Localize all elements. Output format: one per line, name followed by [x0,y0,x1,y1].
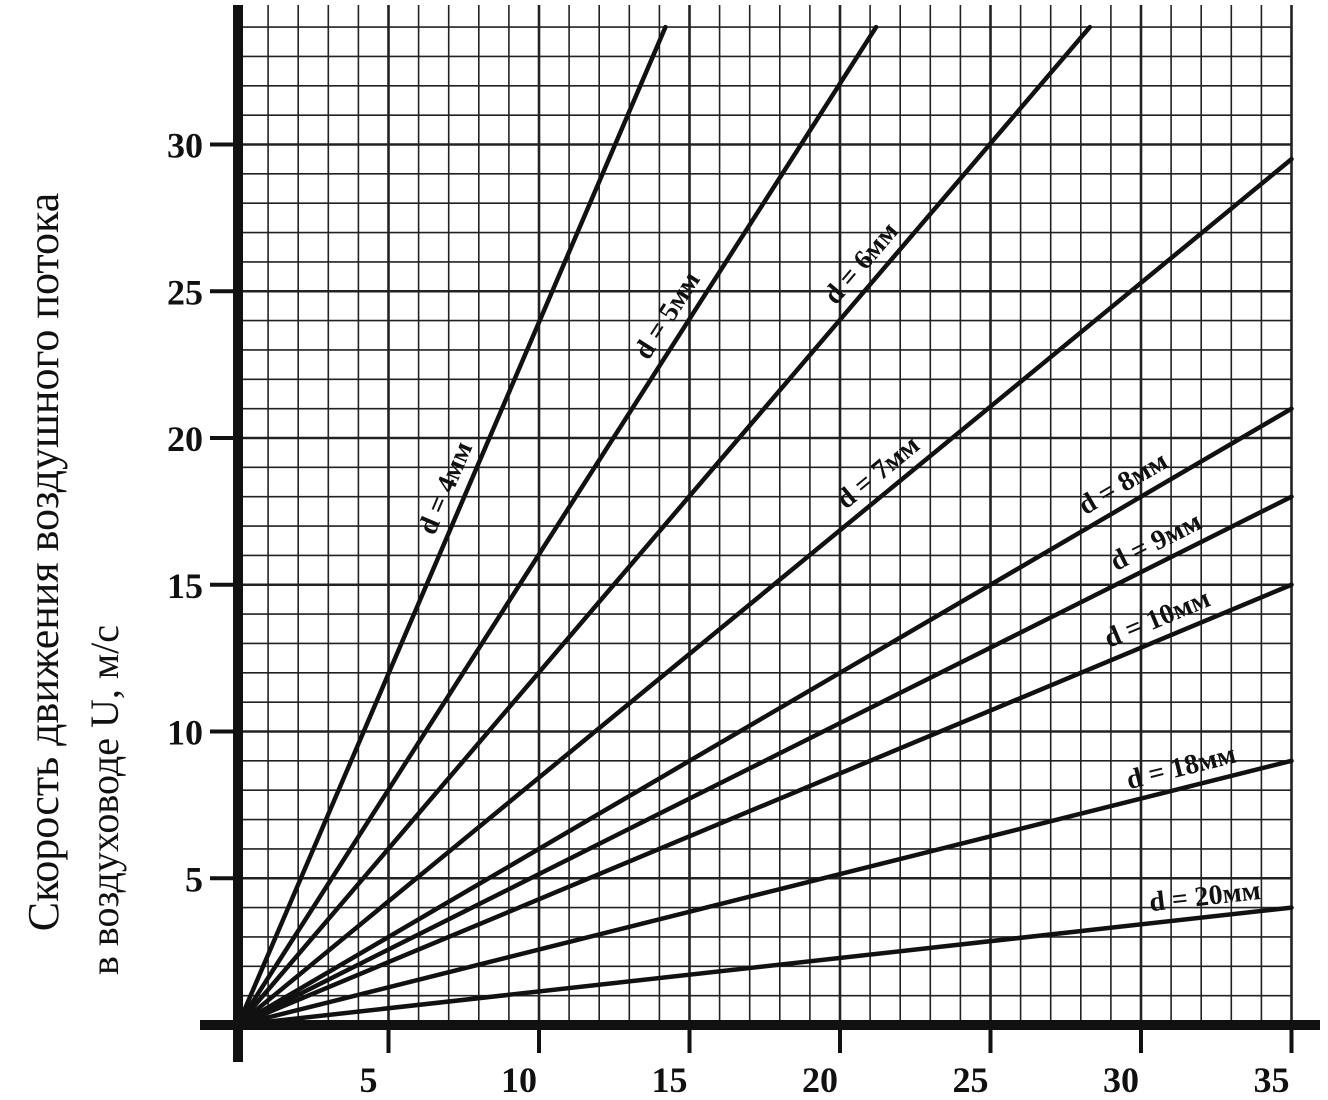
series-line-5 [235,406,1294,1028]
x-tick-label: 30 [1103,1060,1139,1100]
series-line-1 [235,24,668,1028]
axes [200,5,1320,1062]
x-tick-label: 5 [360,1060,378,1100]
x-tick-label: 25 [953,1060,989,1100]
series-line-2 [235,24,879,1028]
series-line-9 [235,905,1294,1028]
x-tick-label: 20 [802,1060,838,1100]
grid [238,5,1293,1025]
x-tick-label: 15 [652,1060,688,1100]
series-line-8 [235,758,1294,1028]
y-ticks: 5 10 15 20 25 30 [167,126,233,899]
series-line-4 [235,156,1294,1028]
y-tick-label: 25 [167,272,203,312]
y-tick-label: 20 [167,419,203,459]
x-ticks: 5 10 15 20 25 30 35 [360,1030,1294,1100]
y-tick-label: 30 [167,126,203,166]
y-tick-label: 5 [185,859,203,899]
x-tick-label: 10 [501,1060,537,1100]
series-line-3 [235,24,1093,1028]
series-label-5: d = 8мм [1073,445,1173,521]
y-axis-label-line1: Скорость движения воздушного потока [19,193,68,931]
y-tick-label: 10 [167,713,203,753]
series-lines [235,24,1294,1028]
y-tick-label: 15 [167,566,203,606]
y-axis-label-line2: в воздуховоде U, м/с [82,625,127,975]
x-tick-label: 35 [1254,1060,1290,1100]
series-line-6 [235,494,1294,1028]
series-line-7 [235,582,1294,1028]
